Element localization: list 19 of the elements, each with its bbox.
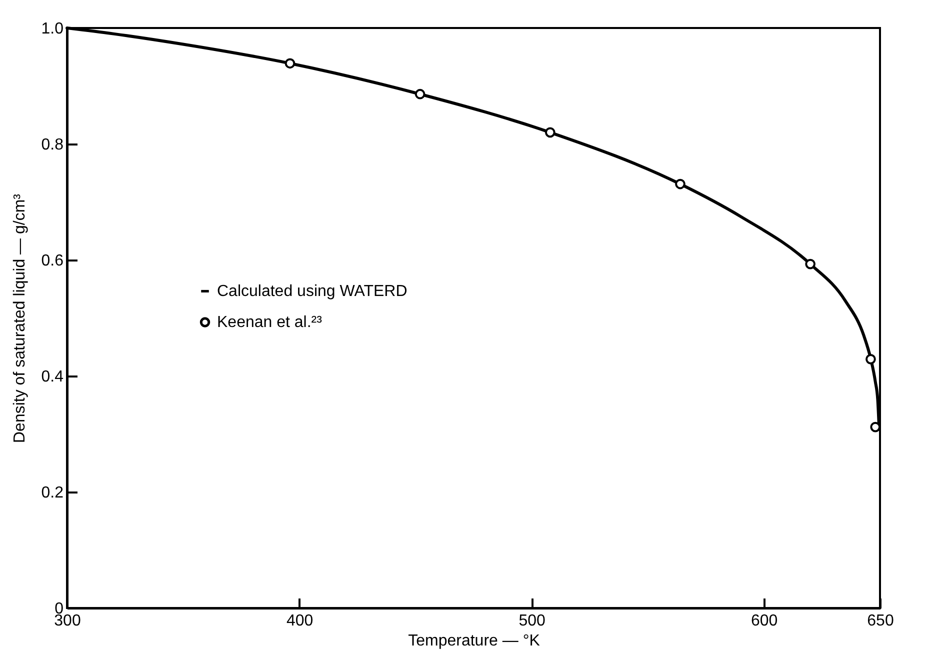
y-axis-title: Density of saturated liquid — g/cm³ (11, 193, 28, 443)
x-tick-label: 400 (286, 612, 314, 630)
y-tick-label: 0.4 (41, 368, 64, 386)
legend-label: Calculated using WATERD (217, 283, 408, 300)
x-axis-title: Temperature — °K (408, 632, 540, 650)
point (544, 127, 556, 138)
y-tick-label: 0.6 (41, 252, 64, 270)
x-tick-label: 650 (867, 612, 894, 630)
legend-label: Keenan et al.²³ (217, 314, 323, 332)
x-tick-label: 600 (751, 612, 778, 630)
point (805, 258, 816, 270)
point (675, 178, 686, 190)
y-tick-label: 0.8 (41, 136, 64, 154)
y-tick-label: 0.2 (41, 484, 64, 502)
point (414, 88, 426, 100)
point (866, 354, 876, 364)
x-tick-label: 500 (518, 612, 546, 630)
point (284, 58, 296, 69)
y-tick-label: 1.0 (41, 20, 64, 38)
